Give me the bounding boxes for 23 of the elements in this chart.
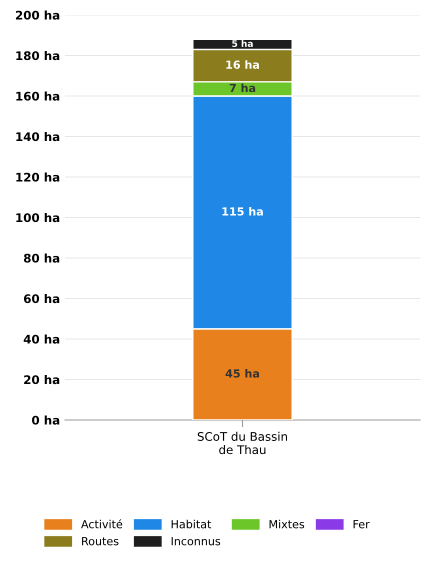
y-tick-label: 60 ha [24,294,60,304]
data-label: 5 ha [232,40,253,47]
y-tick-label: 180 ha [16,51,60,60]
y-tick-label: 200 ha [16,10,60,20]
y-tick-label: 100 ha [16,213,60,222]
legend-label: Inconnus [172,537,220,546]
y-tick-label: 20 ha [24,375,60,384]
legend-label: Fer [354,520,370,528]
y-tick-label: 140 ha [16,132,60,142]
data-label: 45 ha [226,369,259,378]
y-tick-label: 40 ha [24,334,60,344]
y-tick-label: 80 ha [24,254,60,263]
legend-label: Habitat [172,520,212,528]
y-tick-label: 0 ha [32,416,60,425]
legend-label: Activité [81,519,122,528]
data-label: 16 ha [226,60,259,69]
legend-label: Mixtes [270,520,304,528]
x-tick-label: SCoT du Bassin de Thau [198,432,288,454]
y-tick-label: 120 ha [16,172,60,182]
data-label: 7 ha [230,84,256,92]
legend-label: Routes [82,537,118,546]
data-label: 115 ha [222,207,263,216]
y-tick-label: 160 ha [16,92,60,101]
